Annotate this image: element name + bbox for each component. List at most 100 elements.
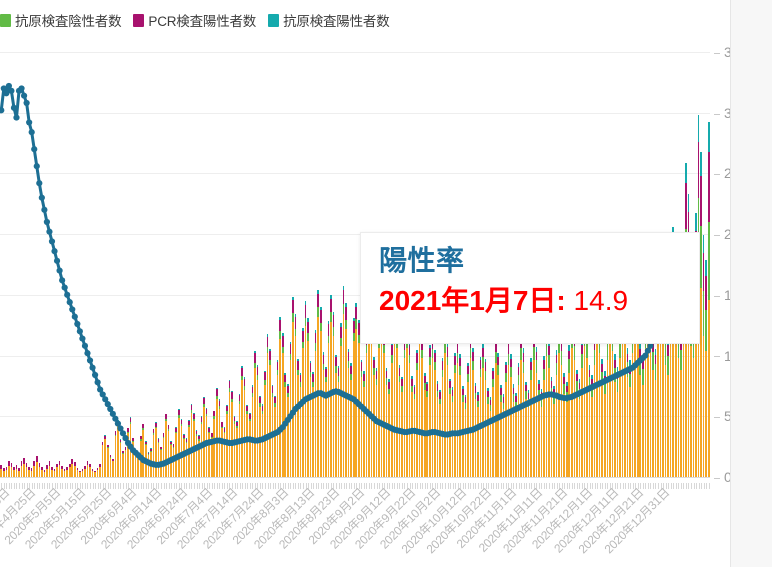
bar-column[interactable]	[502, 394, 505, 477]
bar-column[interactable]	[555, 349, 558, 477]
bar-column[interactable]	[256, 365, 259, 477]
bar-column[interactable]	[500, 385, 502, 477]
bar-column[interactable]	[454, 352, 456, 477]
bar-column[interactable]	[254, 351, 256, 477]
bar-column[interactable]	[46, 464, 48, 477]
bar-column[interactable]	[33, 461, 36, 477]
bar-column[interactable]	[0, 464, 3, 477]
bar-column[interactable]	[705, 260, 707, 477]
bar-column[interactable]	[208, 427, 210, 477]
bar-column[interactable]	[360, 359, 363, 477]
bar-column[interactable]	[200, 416, 203, 477]
bar-column[interactable]	[152, 428, 155, 477]
bar-column[interactable]	[588, 365, 591, 477]
bar-column[interactable]	[205, 407, 208, 477]
bar-column[interactable]	[142, 423, 145, 477]
bar-column[interactable]	[276, 359, 279, 477]
bar-column[interactable]	[472, 348, 474, 477]
bar-column[interactable]	[563, 372, 565, 477]
bar-column[interactable]	[319, 307, 322, 477]
bar-column[interactable]	[332, 311, 335, 477]
bar-column[interactable]	[292, 296, 294, 477]
bar-column[interactable]	[30, 468, 33, 477]
bar-column[interactable]	[96, 467, 99, 477]
legend-antigen-positive[interactable]: 抗原検査陽性者数	[268, 10, 390, 30]
bar-column[interactable]	[228, 379, 231, 477]
bar-column[interactable]	[48, 461, 51, 477]
bar-column[interactable]	[297, 358, 299, 477]
bar-column[interactable]	[388, 379, 391, 477]
bar-column[interactable]	[411, 376, 413, 477]
bar-column[interactable]	[543, 355, 545, 477]
bar-column[interactable]	[309, 360, 312, 477]
bar-column[interactable]	[63, 468, 66, 477]
bar-column[interactable]	[350, 363, 352, 477]
bar-column[interactable]	[147, 452, 150, 477]
bar-column[interactable]	[474, 383, 477, 477]
bar-column[interactable]	[43, 469, 46, 477]
bar-column[interactable]	[132, 437, 134, 477]
bar-column[interactable]	[68, 463, 71, 477]
bar-column[interactable]	[477, 392, 479, 477]
bar-column[interactable]	[461, 386, 464, 477]
bar-column[interactable]	[56, 463, 58, 477]
bar-column[interactable]	[269, 348, 271, 477]
bar-column[interactable]	[307, 318, 309, 477]
bar-column[interactable]	[517, 363, 520, 477]
bar-column[interactable]	[165, 413, 167, 477]
bar-column[interactable]	[58, 460, 61, 477]
bar-column[interactable]	[162, 432, 165, 477]
bar-column[interactable]	[264, 370, 266, 477]
bar-column[interactable]	[35, 456, 38, 477]
bar-column[interactable]	[261, 404, 264, 477]
bar-column[interactable]	[413, 385, 416, 477]
bar-column[interactable]	[91, 469, 94, 477]
bar-column[interactable]	[702, 235, 705, 477]
bar-column[interactable]	[352, 317, 355, 477]
bar-column[interactable]	[358, 319, 360, 477]
bar-column[interactable]	[76, 467, 79, 477]
bar-column[interactable]	[101, 441, 104, 477]
bar-column[interactable]	[274, 396, 276, 477]
bar-column[interactable]	[213, 410, 216, 477]
bar-column[interactable]	[464, 395, 467, 477]
bar-column[interactable]	[177, 409, 180, 477]
bar-column[interactable]	[287, 384, 289, 477]
bar-column[interactable]	[180, 419, 183, 477]
bar-column[interactable]	[512, 384, 515, 477]
bar-column[interactable]	[451, 387, 454, 477]
bar-column[interactable]	[279, 316, 281, 477]
bar-column[interactable]	[183, 434, 185, 477]
bar-column[interactable]	[41, 466, 43, 477]
bar-column[interactable]	[489, 397, 492, 477]
bar-column[interactable]	[325, 366, 327, 477]
bar-column[interactable]	[195, 430, 198, 477]
bar-column[interactable]	[124, 447, 127, 477]
bar-column[interactable]	[487, 388, 489, 477]
bar-column[interactable]	[284, 372, 287, 477]
bar-column[interactable]	[198, 435, 200, 477]
bar-column[interactable]	[330, 294, 332, 477]
bar-column[interactable]	[416, 350, 418, 477]
bar-column[interactable]	[347, 348, 350, 477]
bar-column[interactable]	[221, 421, 223, 477]
bar-column[interactable]	[426, 382, 429, 477]
bar-column[interactable]	[94, 470, 96, 477]
bar-column[interactable]	[510, 354, 512, 477]
bar-column[interactable]	[281, 333, 284, 477]
bar-column[interactable]	[530, 357, 533, 477]
bar-column[interactable]	[375, 368, 378, 477]
bar-column[interactable]	[13, 466, 15, 477]
bar-column[interactable]	[241, 365, 243, 477]
bar-column[interactable]	[538, 380, 540, 477]
bar-column[interactable]	[233, 415, 236, 477]
bar-column[interactable]	[112, 459, 114, 477]
bar-column[interactable]	[86, 461, 89, 477]
bar-column[interactable]	[314, 329, 317, 477]
bar-column[interactable]	[639, 342, 642, 477]
bar-column[interactable]	[429, 344, 431, 477]
bar-column[interactable]	[15, 464, 18, 477]
bar-column[interactable]	[167, 424, 170, 477]
bar-column[interactable]	[246, 404, 249, 477]
bar-column[interactable]	[515, 393, 517, 477]
